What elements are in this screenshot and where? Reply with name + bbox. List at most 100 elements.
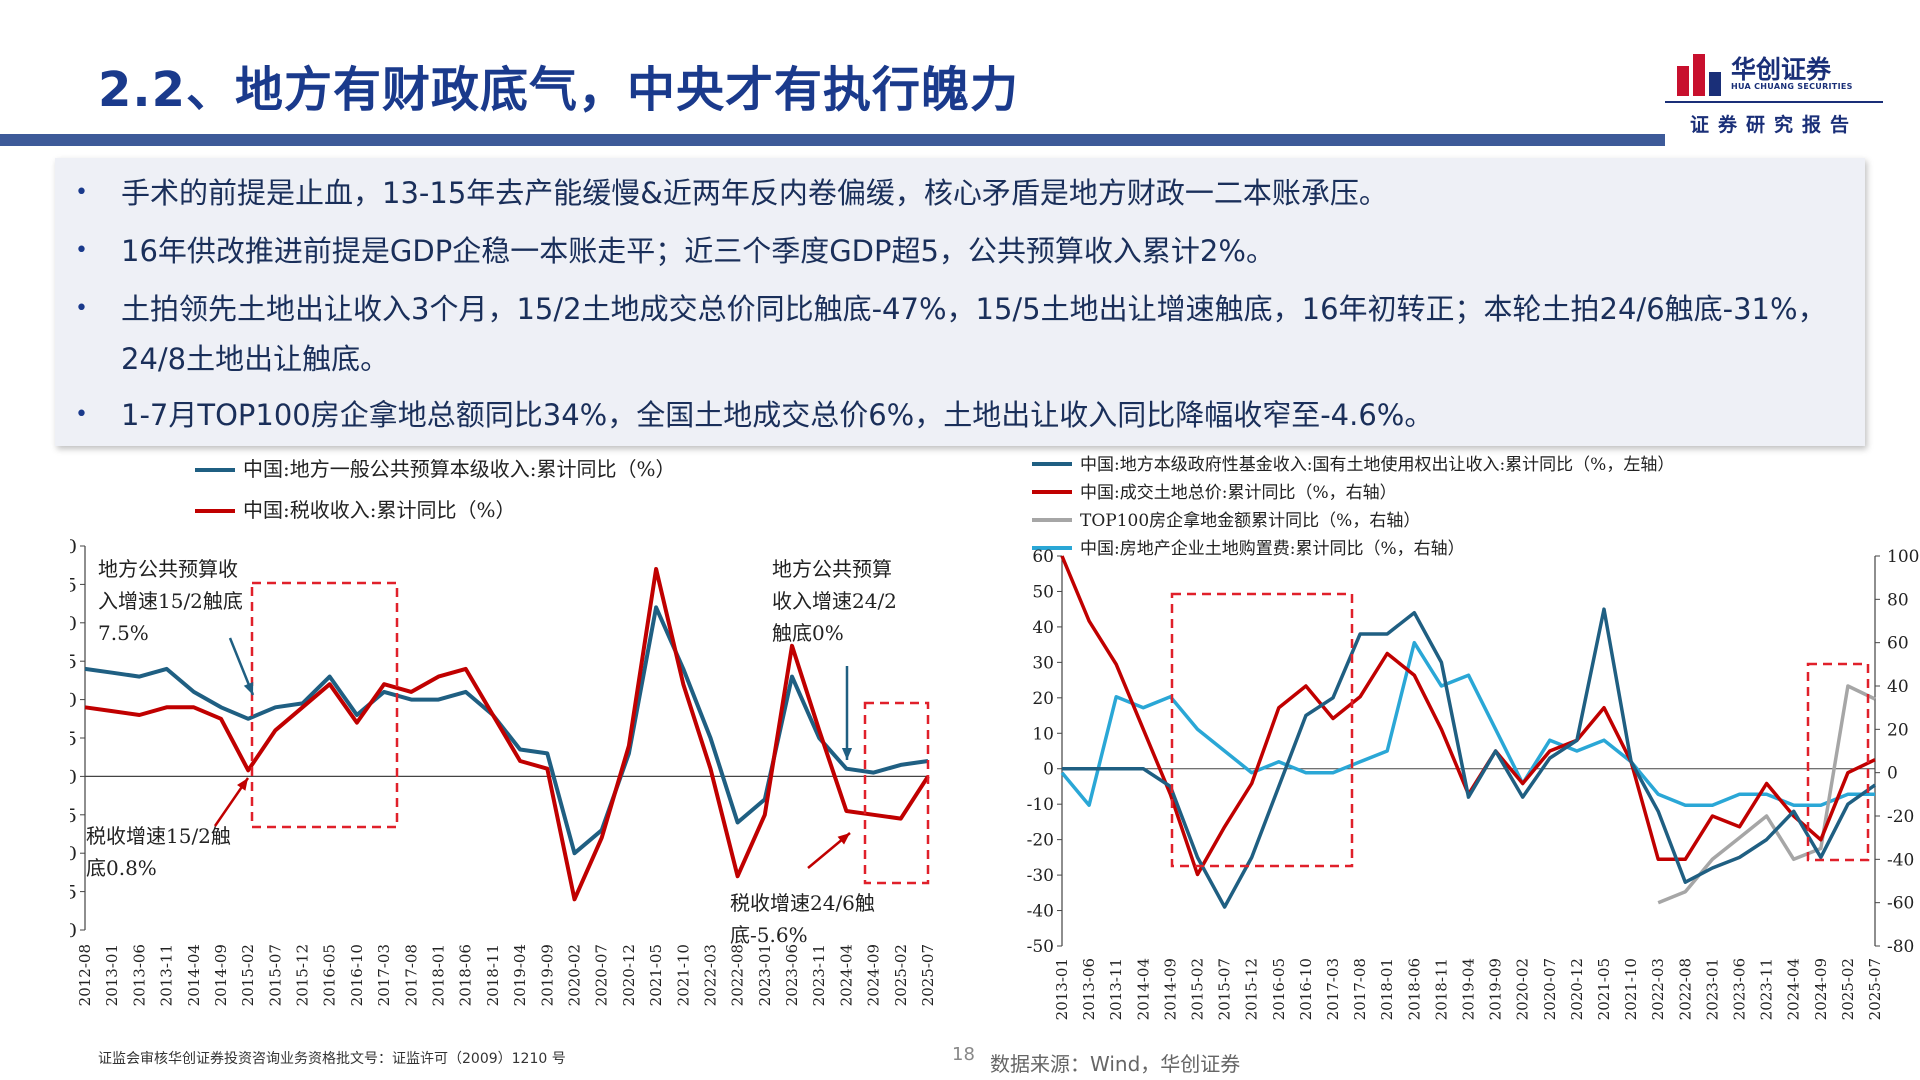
x-tick-label: 2018-11 [1432, 958, 1450, 1020]
y-tick-label-left: 60 [1032, 547, 1054, 567]
y-tick-label-left: -10 [1027, 795, 1054, 815]
x-tick-label: 2024-04 [1785, 958, 1803, 1020]
y-tick-label: 20 [70, 613, 77, 635]
x-tick-label: 2014-09 [212, 944, 230, 1006]
x-tick-label: 2017-03 [1324, 958, 1342, 1020]
annotation-tax-2024: 税收增速24/6触 [730, 891, 875, 915]
x-tick-label: 2020-12 [620, 944, 638, 1006]
x-tick-label: 2021-05 [647, 944, 665, 1006]
highlight-box-2015 [250, 581, 399, 829]
arrow-tax-2015-head [237, 778, 248, 791]
report-tag-divider [1665, 101, 1883, 103]
x-tick-label: 2021-10 [674, 944, 692, 1006]
x-tick-label: 2024-09 [1812, 958, 1830, 1020]
x-tick-label: 2013-01 [103, 944, 121, 1006]
y-tick-label-right: 60 [1887, 634, 1909, 654]
series-line-land-purchase-fee [1060, 640, 1875, 807]
y-tick-label-right: 80 [1887, 590, 1909, 610]
annotation-tax-2024: 底-5.6% [730, 923, 808, 947]
logo-name-en: HUA CHUANG SECURITIES [1731, 82, 1853, 91]
header-rule [0, 134, 1665, 146]
legend-label: 中国:房地产企业土地购置费:累计同比（%，右轴） [1080, 539, 1465, 559]
x-tick-label: 2020-07 [593, 944, 611, 1006]
y-tick-label: 30 [70, 536, 77, 558]
y-tick-label-left: -50 [1027, 937, 1054, 957]
x-tick-label: 2013-11 [158, 944, 176, 1006]
x-tick-label: 2016-05 [321, 944, 339, 1006]
y-tick-label-left: 30 [1032, 653, 1054, 673]
y-tick-label-left: 0 [1043, 760, 1054, 780]
y-tick-label-left: -20 [1027, 831, 1054, 851]
legend-label: 中国:地方本级政府性基金收入:国有土地使用权出让收入:累计同比（%，左轴） [1080, 454, 1674, 475]
bullet-text: 1-7月TOP100房企拿地总额同比34%，全国土地成交总价6%，土地出让收入同… [121, 398, 1434, 432]
y-tick-label-left: -40 [1027, 902, 1054, 922]
annotation-tax-2015: 底0.8% [86, 856, 157, 880]
y-tick-label-left: -30 [1027, 866, 1054, 886]
x-tick-label: 2015-02 [1189, 958, 1207, 1020]
x-tick-label: 2018-01 [430, 944, 448, 1006]
y-tick-label: -15 [70, 882, 77, 904]
y-tick-label-right: -40 [1887, 850, 1914, 870]
highlight-box-2015 [1170, 592, 1354, 868]
x-tick-label: 2025-02 [1839, 958, 1857, 1020]
series-line-top100-land [1657, 684, 1876, 905]
x-tick-label: 2019-04 [1460, 958, 1478, 1020]
y-tick-label: 25 [70, 574, 77, 596]
y-tick-label: 10 [70, 690, 77, 712]
logo-name-cn: 华创证券 [1731, 55, 1832, 84]
x-tick-label: 2023-06 [783, 944, 801, 1006]
y-tick-label: -10 [70, 843, 77, 865]
x-tick-label: 2016-05 [1270, 958, 1288, 1020]
x-tick-label: 2017-08 [402, 944, 420, 1006]
x-tick-label: 2014-04 [185, 944, 203, 1006]
y-tick-label-right: 20 [1887, 720, 1909, 740]
brand-logo: 华创证券 HUA CHUANG SECURITIES [1675, 52, 1875, 98]
x-tick-label: 2024-04 [837, 944, 855, 1006]
x-tick-label: 2017-03 [375, 944, 393, 1006]
x-tick-label: 2018-11 [484, 944, 502, 1006]
series-line-land-transfer [1062, 607, 1877, 909]
x-tick-label: 2025-07 [919, 944, 937, 1006]
x-tick-label: 2023-01 [756, 944, 774, 1006]
y-tick-label-right: 0 [1887, 764, 1898, 784]
x-tick-label: 2018-06 [457, 944, 475, 1006]
series-line-local-revenue [84, 605, 929, 856]
x-tick-label: 2018-01 [1378, 958, 1396, 1020]
y-tick-label: 15 [70, 651, 77, 673]
x-tick-label: 2025-02 [892, 944, 910, 1006]
y-tick-label: 5 [70, 728, 77, 750]
x-tick-label: 2016-10 [348, 944, 366, 1006]
x-tick-label: 2023-01 [1703, 958, 1721, 1020]
arrow-local-2015-head [243, 682, 254, 695]
legend-label: 中国:地方一般公共预算本级收入:累计同比（%） [243, 457, 675, 481]
x-tick-label: 2023-06 [1731, 958, 1749, 1020]
x-tick-label: 2019-09 [1487, 958, 1505, 1020]
bullet-text: 手术的前提是止血，13-15年去产能缓慢&近两年反内卷偏缓，核心矛盾是地方财政一… [121, 176, 1388, 210]
chart-land-sales: 中国:地方本级政府性基金收入:国有土地使用权出让收入:累计同比（%，左轴） 中国:… [1027, 454, 1920, 1020]
data-source: 数据来源：Wind，华创证券 [990, 1052, 1241, 1076]
bullet-text: 土拍领先土地出让收入3个月，15/2土地成交总价同比触底-47%，15/5土地出… [121, 292, 1827, 376]
x-tick-label: 2013-06 [130, 944, 148, 1006]
x-tick-label: 2013-01 [1053, 958, 1071, 1020]
y-tick-label-left: 20 [1032, 689, 1054, 709]
x-tick-label: 2015-12 [1243, 958, 1261, 1020]
annotation-local-revenue-2024: 收入增速24/2 [772, 589, 897, 613]
x-tick-label: 2017-08 [1351, 958, 1369, 1020]
x-tick-label: 2022-03 [701, 944, 719, 1006]
x-tick-label: 2021-10 [1622, 958, 1640, 1020]
bullet-text: 16年供改推进前提是GDP企稳一本账走平；近三个季度GDP超5，公共预算收入累计… [121, 234, 1275, 268]
x-tick-label: 2014-04 [1134, 958, 1152, 1020]
y-tick-label: 0 [70, 766, 77, 788]
y-tick-label-left: 40 [1032, 618, 1054, 638]
y-tick-label: -5 [70, 805, 77, 827]
arrow-tax-2024-head [837, 833, 850, 845]
x-tick-label: 2022-08 [729, 944, 747, 1006]
bullet-box: • 手术的前提是止血，13-15年去产能缓慢&近两年反内卷偏缓，核心矛盾是地方财政… [55, 158, 1865, 446]
x-tick-label: 2015-07 [1216, 958, 1234, 1020]
x-tick-label: 2022-08 [1676, 958, 1694, 1020]
x-tick-label: 2020-07 [1541, 958, 1559, 1020]
highlight-box-2024 [1806, 662, 1870, 862]
legend-label: 中国:税收收入:累计同比（%） [243, 498, 515, 522]
y-tick-label: -20 [70, 920, 77, 942]
highlight-box-2024 [863, 701, 930, 885]
